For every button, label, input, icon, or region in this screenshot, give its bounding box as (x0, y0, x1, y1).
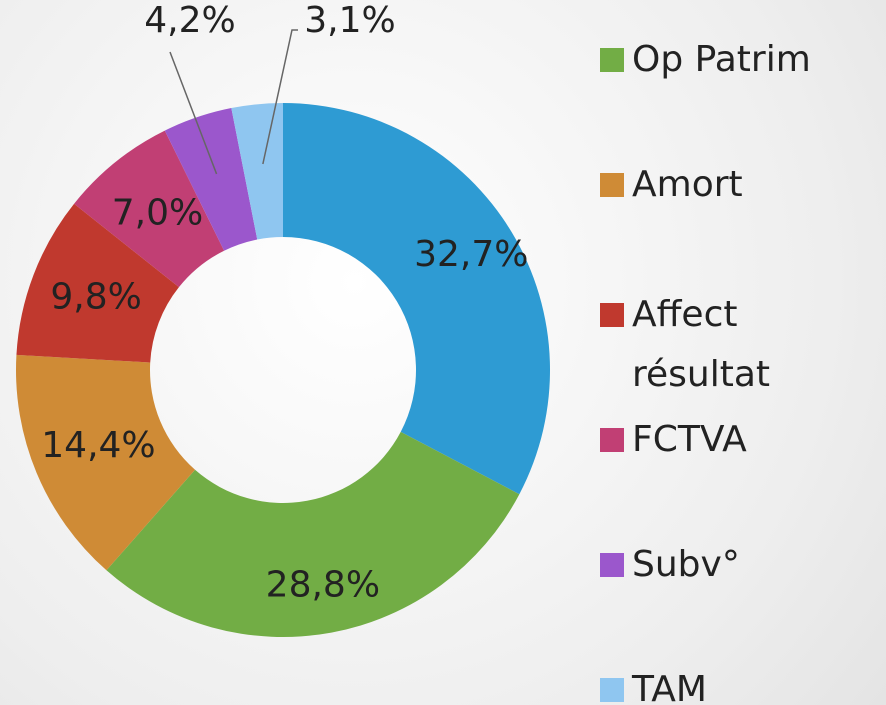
data-label: 9,8% (50, 277, 141, 318)
slice (106, 431, 520, 637)
legend-label: Amort (632, 164, 743, 205)
legend-swatch (600, 48, 624, 72)
leader-line (262, 29, 298, 165)
data-label: 32,7% (414, 234, 528, 275)
legend-label: FCTVA (632, 419, 747, 460)
legend-swatch (600, 428, 624, 452)
slice (74, 130, 225, 288)
slice (16, 354, 196, 571)
slice (164, 108, 258, 251)
legend-swatch (600, 553, 624, 577)
legend-label: Subv° (632, 544, 740, 585)
legend-swatch (600, 303, 624, 327)
slice (231, 103, 283, 240)
data-label: 4,2% (144, 0, 235, 41)
data-label: 7,0% (112, 192, 203, 233)
slice (16, 203, 179, 363)
legend-swatch (600, 173, 624, 197)
legend-label: Op Patrim (632, 39, 811, 80)
leader-line (169, 51, 218, 175)
data-label: 3,1% (304, 0, 395, 41)
legend-swatch (600, 678, 624, 702)
data-label: 14,4% (41, 425, 155, 466)
slice (283, 103, 550, 495)
legend-label: TAM (632, 669, 707, 705)
data-label: 28,8% (266, 564, 380, 605)
legend-label: Affect résultat (632, 294, 771, 395)
